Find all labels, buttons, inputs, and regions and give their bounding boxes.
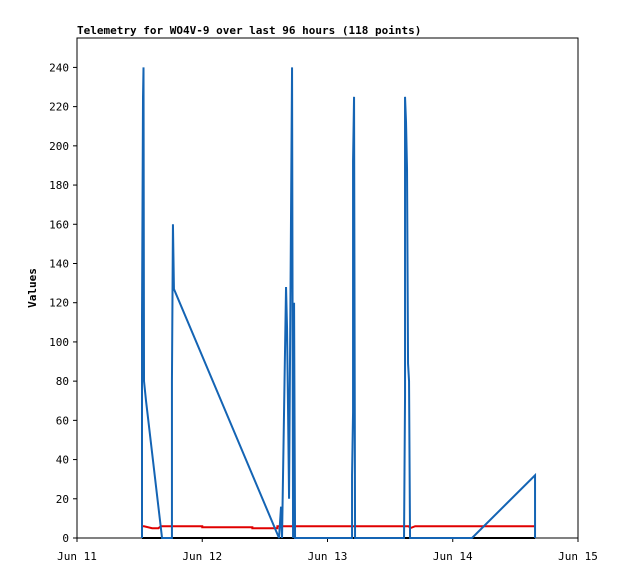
y-tick-label: 160 (49, 218, 69, 231)
y-tick-label: 80 (56, 375, 69, 388)
y-tick-label: 40 (56, 454, 69, 467)
x-tick-label: Jun 11 (57, 550, 97, 563)
y-tick-label: 200 (49, 140, 69, 153)
plot-frame (76, 37, 579, 539)
y-tick-label: 100 (49, 336, 69, 349)
y-axis-label: Values (26, 268, 39, 308)
y-tick-label: 240 (49, 61, 69, 74)
y-tick-label: 140 (49, 257, 69, 270)
series-line (141, 67, 537, 539)
y-tick-label: 220 (49, 101, 69, 114)
chart-title: Telemetry for WO4V-9 over last 96 hours … (77, 24, 421, 37)
y-tick-label: 20 (56, 493, 69, 506)
x-tick-label: Jun 14 (433, 550, 473, 563)
y-tick-label: 0 (62, 532, 69, 545)
x-tick-label: Jun 13 (308, 550, 348, 563)
series-line (142, 525, 536, 530)
y-tick-label: 60 (56, 414, 69, 427)
y-tick-label: 180 (49, 179, 69, 192)
y-tick-label: 120 (49, 297, 69, 310)
x-tick-label: Jun 12 (182, 550, 222, 563)
x-tick-label: Jun 15 (558, 550, 598, 563)
